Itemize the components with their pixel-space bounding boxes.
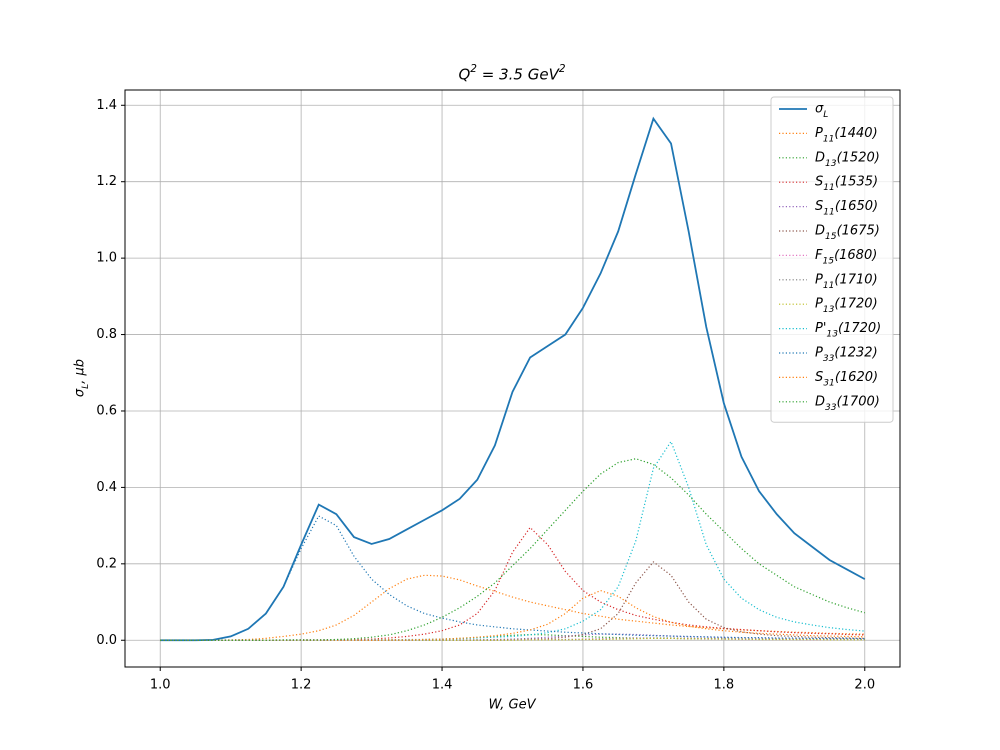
y-tick-label: 1.2 [96, 174, 117, 189]
x-tick-label: 1.4 [432, 678, 453, 693]
data-line [160, 458, 865, 641]
data-line [160, 526, 865, 641]
y-tick-label: 0.2 [96, 556, 117, 571]
y-tick-label: 0.6 [96, 403, 117, 418]
data-line [160, 116, 866, 642]
x-tick-label: 1.8 [714, 678, 735, 693]
x-tick-label: 1.2 [291, 678, 312, 693]
x-tick-label: 1.6 [573, 678, 594, 693]
y-tick-label: 1.0 [96, 251, 117, 266]
x-tick-label: 1.0 [150, 678, 171, 693]
x-axis-label: W, GeV [488, 698, 536, 713]
plot-frame [124, 89, 901, 668]
chart-title: Q2 = 3.5 GeV2 [458, 63, 565, 84]
y-tick-label: 1.4 [96, 98, 117, 113]
y-tick-label: 0.8 [96, 327, 117, 342]
data-line [160, 561, 865, 641]
x-tick-label: 2.0 [854, 678, 875, 693]
y-tick-label: 0.4 [96, 480, 117, 495]
legend-box [770, 96, 894, 423]
y-tick-label: 0.0 [96, 633, 117, 648]
